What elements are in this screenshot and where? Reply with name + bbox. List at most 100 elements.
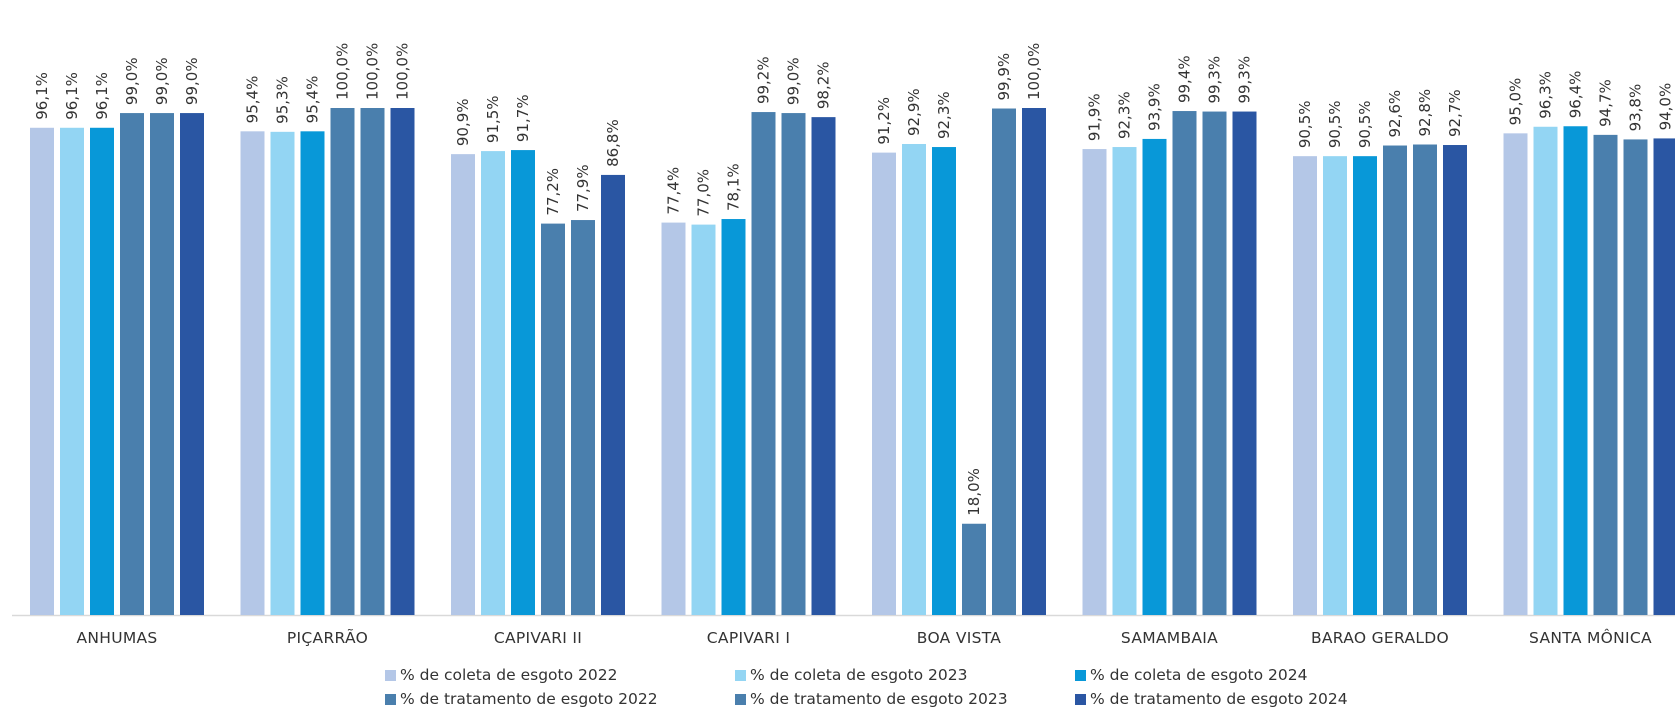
bar xyxy=(120,113,144,615)
data-label: 99,4% xyxy=(1176,55,1194,103)
bar xyxy=(300,131,325,615)
bar xyxy=(872,152,896,615)
data-label: 91,9% xyxy=(1086,93,1104,141)
data-label: 99,3% xyxy=(1236,56,1254,104)
legend-label: % de coleta de esgoto 2024 xyxy=(1090,666,1308,684)
bar xyxy=(90,127,114,615)
legend-swatch xyxy=(385,693,396,705)
data-label: 99,0% xyxy=(153,57,171,105)
bar xyxy=(511,150,535,615)
bar xyxy=(240,131,265,615)
data-label: 77,9% xyxy=(574,164,592,212)
data-label: 96,4% xyxy=(1567,71,1585,119)
bar xyxy=(571,220,595,615)
legend-item: % de tratamento de esgoto 2024 xyxy=(1075,688,1348,710)
data-label: 93,9% xyxy=(1146,83,1164,131)
data-label: 90,5% xyxy=(1356,101,1374,149)
legend-swatch xyxy=(1075,669,1086,681)
data-label: 90,5% xyxy=(1326,101,1344,149)
data-label: 92,3% xyxy=(935,91,953,139)
legend-swatch xyxy=(735,693,746,705)
data-label: 78,1% xyxy=(725,163,743,211)
legend-item: % de tratamento de esgoto 2023 xyxy=(735,688,1008,710)
data-label: 96,1% xyxy=(63,72,81,120)
legend-item: % de coleta de esgoto 2022 xyxy=(385,664,617,686)
data-label: 98,2% xyxy=(815,61,833,109)
category-label: ANHUMAS xyxy=(76,629,157,647)
legend-swatch xyxy=(735,669,746,681)
bar xyxy=(1383,145,1407,615)
bar xyxy=(1323,156,1347,616)
bar xyxy=(902,143,926,615)
legend-label: % de tratamento de esgoto 2023 xyxy=(750,690,1008,708)
bar xyxy=(451,154,475,615)
bar xyxy=(721,219,746,615)
legend-item: % de tratamento de esgoto 2022 xyxy=(385,688,658,710)
data-label: 92,8% xyxy=(1416,89,1434,137)
data-label: 99,3% xyxy=(1206,56,1224,104)
category-label: PIÇARRÃO xyxy=(287,628,368,647)
bar xyxy=(150,113,174,615)
bar xyxy=(1202,111,1227,615)
bar xyxy=(1232,111,1257,615)
data-label: 92,9% xyxy=(905,88,923,136)
data-label: 90,9% xyxy=(454,98,472,146)
category-label: BARAO GERALDO xyxy=(1311,629,1449,647)
bar xyxy=(1563,126,1588,615)
data-label: 96,3% xyxy=(1537,71,1555,119)
data-label: 100,0% xyxy=(334,43,352,100)
data-label: 92,7% xyxy=(1446,89,1464,137)
data-label: 99,0% xyxy=(785,57,803,105)
data-label: 77,4% xyxy=(665,167,683,215)
data-label: 90,5% xyxy=(1296,101,1314,149)
data-label: 86,8% xyxy=(604,119,622,167)
legend-label: % de coleta de esgoto 2023 xyxy=(750,666,968,684)
data-label: 100,0% xyxy=(1025,43,1043,100)
data-label: 91,5% xyxy=(484,95,502,143)
data-label: 94,0% xyxy=(1657,83,1675,131)
data-label: 92,3% xyxy=(1116,91,1134,139)
legend-swatch xyxy=(1075,693,1086,705)
category-label: CAPIVARI II xyxy=(494,629,582,647)
legend-label: % de tratamento de esgoto 2022 xyxy=(400,690,658,708)
bar xyxy=(601,174,625,615)
bar xyxy=(1142,138,1167,615)
data-label: 96,1% xyxy=(93,72,111,120)
bar xyxy=(1172,111,1197,616)
category-label: BOA VISTA xyxy=(917,629,1001,647)
category-label: SAMAMBAIA xyxy=(1121,629,1218,647)
data-label: 99,2% xyxy=(755,56,773,104)
data-label: 93,8% xyxy=(1627,84,1645,132)
data-label: 91,2% xyxy=(875,97,893,145)
legend-label: % de coleta de esgoto 2022 xyxy=(400,666,618,684)
bar xyxy=(180,113,204,615)
bar xyxy=(1022,108,1046,615)
bar xyxy=(1082,149,1107,615)
bar xyxy=(481,151,505,615)
bar xyxy=(661,222,686,615)
legend-item: % de coleta de esgoto 2024 xyxy=(1075,664,1307,686)
bar xyxy=(541,223,565,615)
bar xyxy=(751,112,776,615)
bar xyxy=(992,108,1016,616)
bar xyxy=(932,147,956,615)
bar xyxy=(270,131,295,616)
bar xyxy=(1533,126,1558,615)
bar xyxy=(30,127,54,615)
bar xyxy=(1112,147,1137,615)
bar xyxy=(330,108,355,615)
category-label: CAPIVARI I xyxy=(707,629,790,647)
legend-label: % de tratamento de esgoto 2024 xyxy=(1090,690,1348,708)
bar xyxy=(691,224,716,616)
legend-swatch xyxy=(385,669,396,681)
data-label: 18,0% xyxy=(965,468,983,516)
bar xyxy=(1293,156,1317,616)
data-label: 95,0% xyxy=(1507,78,1525,126)
data-label: 99,0% xyxy=(183,57,201,105)
bar xyxy=(1353,156,1377,616)
data-label: 94,7% xyxy=(1597,79,1615,127)
bar xyxy=(390,108,415,615)
bar xyxy=(1413,144,1437,615)
bar xyxy=(962,523,986,615)
